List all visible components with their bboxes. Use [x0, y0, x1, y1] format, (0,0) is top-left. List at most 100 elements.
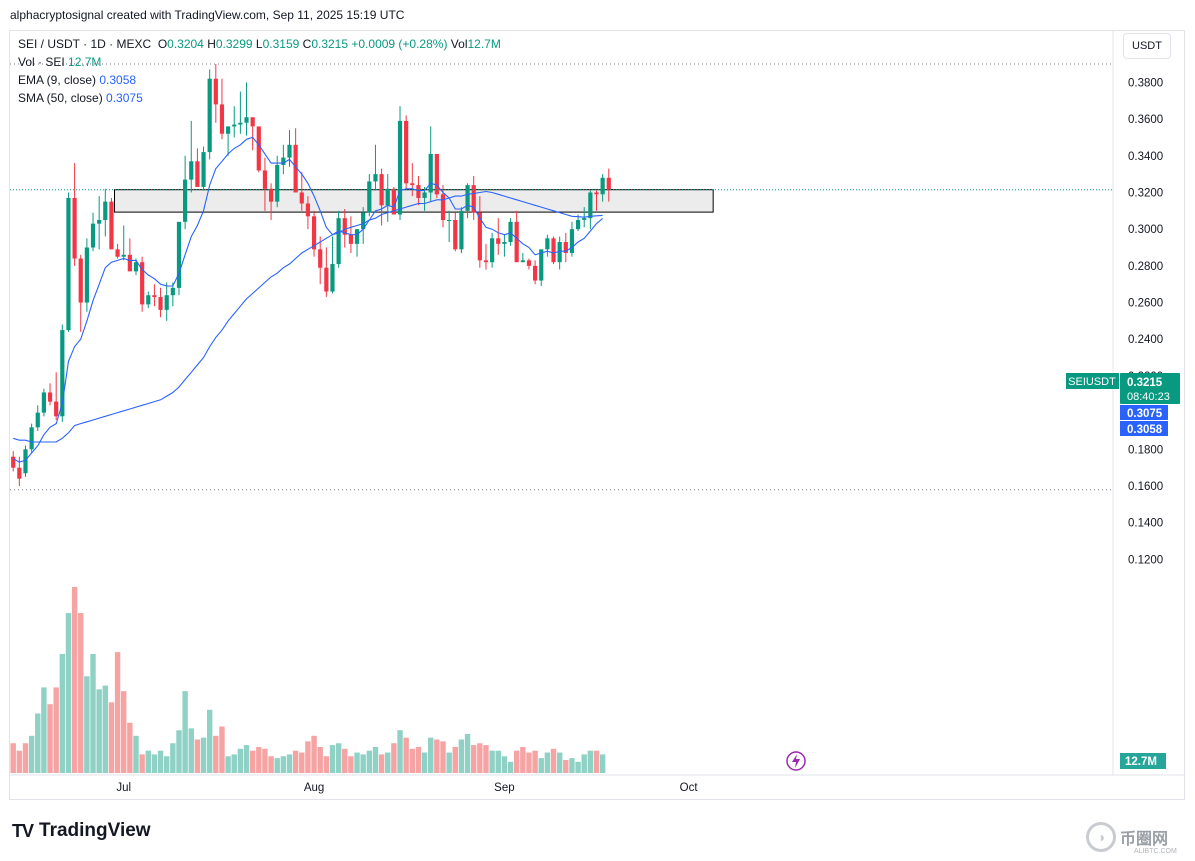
low-label: L	[255, 37, 263, 51]
volume-bar	[102, 685, 108, 773]
volume-indicator-row[interactable]: Vol · SEI 12.7M	[18, 53, 501, 71]
candle-body	[545, 238, 550, 250]
volume-bar	[84, 676, 90, 773]
volume-bar	[65, 613, 72, 773]
candle-body	[459, 210, 464, 250]
volume-bar	[329, 745, 336, 773]
candle-body	[281, 157, 286, 165]
candle-body	[176, 221, 182, 288]
price-tick-label: 0.1200	[1128, 554, 1163, 566]
sma-indicator-row[interactable]: SMA (50, close) 0.3075	[18, 89, 501, 107]
volume-bar	[237, 748, 244, 773]
ema-indicator-row[interactable]: EMA (9, close) 0.3058	[18, 71, 501, 89]
price-tick-label: 0.3000	[1128, 224, 1163, 236]
volume-bar	[489, 750, 495, 773]
volume-bar	[35, 713, 41, 773]
volume-bar	[170, 743, 176, 773]
price-tick-label: 0.2600	[1128, 298, 1163, 310]
candle-body	[23, 449, 28, 474]
candle-body	[35, 412, 40, 428]
volume-bar	[556, 752, 563, 773]
volume-bar	[280, 756, 287, 773]
candle-body	[250, 117, 255, 127]
last-price-tag-bg	[1120, 373, 1180, 404]
volume-bar	[544, 752, 551, 773]
volume-bar	[78, 613, 84, 773]
volume-bar	[323, 756, 330, 773]
candle-body	[232, 124, 237, 127]
low-value: 0.3159	[262, 37, 300, 51]
candle-body	[244, 117, 249, 123]
time-tick-label: Aug	[304, 782, 324, 794]
price-tick-label: 0.3800	[1128, 77, 1163, 89]
volume-bar	[274, 758, 280, 773]
candle-body	[115, 249, 120, 257]
tradingview-brand: TV TradingView	[12, 820, 151, 842]
candle-body	[539, 249, 544, 281]
sma-tag-value: 0.3075	[1127, 408, 1163, 420]
volume-bar	[446, 752, 452, 773]
candle-body	[416, 185, 421, 198]
chart-legend: SEI / USDT · 1D · MEXC O0.3204 H0.3299 L…	[18, 35, 501, 107]
candle-body	[41, 392, 46, 413]
volume-bar	[164, 756, 170, 773]
vol-label: Vol	[450, 37, 468, 51]
volume-bar	[434, 739, 440, 773]
candle-body	[514, 221, 519, 263]
sma-50-line	[13, 190, 603, 443]
tradingview-logo-icon: TV	[12, 820, 34, 841]
candle-body	[575, 219, 581, 230]
candle-body	[133, 262, 139, 272]
volume-bar	[292, 750, 299, 773]
currency-button[interactable]: USDT	[1123, 33, 1171, 59]
volume-bar	[360, 754, 366, 773]
volume-bar	[157, 750, 164, 773]
volume-bar	[71, 587, 78, 773]
volume-bar	[471, 745, 477, 773]
candle-body	[440, 194, 446, 220]
price-tick-label: 0.3200	[1128, 187, 1163, 199]
candle-body	[256, 126, 261, 171]
candle-body	[275, 164, 280, 202]
candle-body	[594, 192, 599, 195]
symbol-label[interactable]: SEI / USDT · 1D · MEXC	[18, 37, 152, 51]
volume-bar	[16, 750, 23, 773]
volume-bar	[342, 748, 348, 773]
volume-bar	[507, 761, 514, 773]
candle-body	[496, 238, 501, 244]
candle-body	[47, 392, 53, 402]
volume-indicator-value: 12.7M	[68, 55, 102, 69]
volume-bar	[421, 752, 428, 773]
watermark: ◑ 币圈网 ALIBTC.COM	[1086, 822, 1177, 855]
candle-body	[551, 238, 556, 263]
candle-body	[354, 229, 360, 244]
lightning-icon[interactable]	[786, 751, 806, 771]
candle-body	[477, 212, 482, 261]
volume-bar	[47, 704, 53, 773]
symbol-tag-bg	[1066, 373, 1119, 389]
time-axis[interactable]: Jul Aug Sep Oct	[116, 782, 698, 794]
volume-bar	[495, 750, 501, 773]
candle-body	[127, 254, 132, 272]
candle-body	[109, 201, 114, 250]
price-axis[interactable]: 0.12000.14000.16000.18000.20000.22000.24…	[1128, 41, 1163, 567]
volume-bar	[243, 745, 250, 773]
price-tick-label: 0.1800	[1128, 444, 1163, 456]
candle-body	[361, 212, 366, 230]
dotted-levels	[10, 63, 1113, 491]
candle-body	[262, 170, 268, 189]
volume-bar	[391, 743, 397, 773]
volume-bar	[268, 756, 274, 773]
candle-body	[299, 192, 304, 204]
candle-body	[582, 218, 587, 220]
volume-tag-value: 12.7M	[1125, 756, 1157, 768]
watermark-logo-icon: ◑	[1086, 822, 1116, 852]
volume-bar	[415, 746, 422, 773]
candle-body	[238, 122, 243, 125]
volume-bar	[262, 748, 268, 773]
volume-bar	[520, 746, 526, 773]
volume-bar	[10, 743, 16, 773]
candle-body	[422, 192, 427, 198]
candle-body	[557, 242, 562, 263]
